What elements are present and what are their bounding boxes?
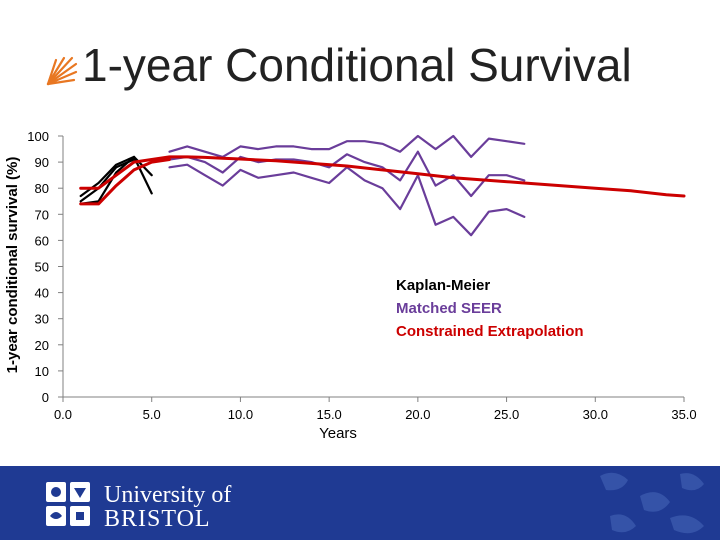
y-tick-label: 100 [27, 129, 49, 144]
y-tick-label: 40 [35, 286, 49, 301]
y-axis-label: 1-year conditional survival (%) [4, 157, 21, 374]
y-tick-label: 70 [35, 207, 49, 222]
university-name-line1: University of [104, 482, 232, 508]
x-tick-label: 10.0 [228, 407, 253, 422]
x-tick-label: 0.0 [54, 407, 72, 422]
x-axis-label: Years [319, 425, 357, 442]
footer-bar [0, 466, 720, 540]
x-tick-label: 30.0 [583, 407, 608, 422]
x-tick-label: 5.0 [143, 407, 161, 422]
y-tick-label: 60 [35, 233, 49, 248]
kaplan-meier-line [79, 155, 153, 205]
x-tick-label: 35.0 [671, 407, 696, 422]
y-tick-label: 10 [35, 364, 49, 379]
legend: Kaplan-Meier Matched SEER Constrained Extr… [396, 277, 584, 340]
x-tick-label: 25.0 [494, 407, 519, 422]
y-tick-label: 0 [42, 390, 49, 405]
matched-seer-line [168, 163, 526, 237]
legend-kaplan-meier: Kaplan-Meier [396, 277, 490, 294]
x-tick-label: 15.0 [316, 407, 341, 422]
survival-chart: 0 10 20 30 40 50 60 70 80 90 100 0.0 5.0 10.0 15.0 20.0… [4, 129, 697, 442]
y-tick-label: 50 [35, 260, 49, 275]
footer-pattern-decoration [600, 472, 704, 534]
series-lines [79, 134, 686, 237]
constrained-extrapolation-line [79, 158, 171, 206]
matched-seer-line [168, 134, 526, 158]
legend-constrained-extrapolation: Constrained Extrapolation [396, 323, 584, 340]
legend-matched-seer: Matched SEER [396, 300, 502, 317]
university-name-line2: BRISTOL [104, 506, 211, 532]
title-bullet-icon [46, 56, 78, 86]
constrained-extrapolation-line [79, 155, 686, 198]
slide-title: 1-year Conditional Survival [82, 39, 632, 91]
y-tick-label: 80 [35, 181, 49, 196]
x-tick-label: 20.0 [405, 407, 430, 422]
axes: 0 10 20 30 40 50 60 70 80 90 100 0.0 5.0 10.0 15.0 20.0… [27, 129, 696, 422]
matched-seer-line [168, 150, 526, 198]
y-tick-label: 90 [35, 155, 49, 170]
y-tick-label: 20 [35, 338, 49, 353]
bristol-crest-icon [46, 482, 90, 526]
y-tick-label: 30 [35, 312, 49, 327]
